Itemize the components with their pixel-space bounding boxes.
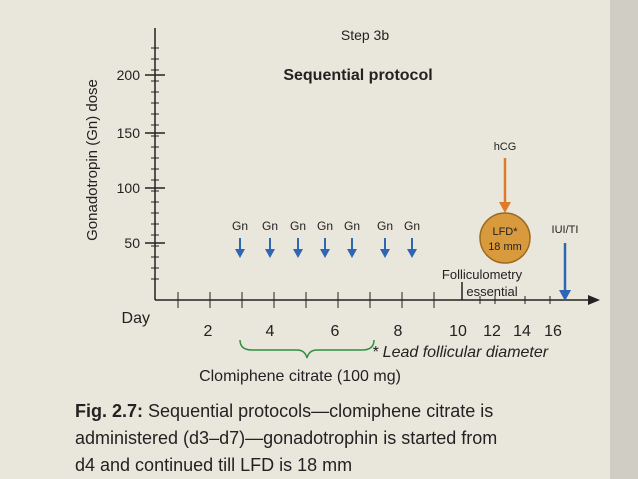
y-tick-label: 100 — [117, 180, 141, 196]
gn-arrowhead — [320, 249, 330, 258]
footnote: * Lead follicular diameter — [372, 344, 549, 361]
gn-arrowhead — [293, 249, 303, 258]
gn-label: Gn — [404, 219, 420, 233]
y-tick-label: 200 — [117, 67, 141, 83]
gn-arrowhead — [407, 249, 417, 258]
caption-line: Fig. 2.7: Sequential protocols—clomiphen… — [75, 401, 493, 421]
caption-label: Fig. 2.7: — [75, 401, 143, 421]
page-edge — [610, 0, 638, 479]
caption-line: administered (d3–d7)—gonadotrophin is st… — [75, 428, 497, 448]
gn-label: Gn — [317, 219, 333, 233]
x-tick-label: 16 — [544, 323, 562, 340]
folliculometry-label: essential — [466, 284, 517, 299]
figure — [154, 28, 600, 359]
x-axis-label: Day — [122, 310, 150, 327]
gn-arrowhead — [265, 249, 275, 258]
hcg-arrowhead — [499, 202, 511, 213]
gn-label: Gn — [377, 219, 393, 233]
x-tick-label: 8 — [394, 323, 403, 340]
gn-label: Gn — [232, 219, 248, 233]
x-arrow — [588, 295, 600, 305]
x-tick-label: 10 — [449, 323, 467, 340]
lfd-label: 18 mm — [488, 241, 522, 253]
clomiphene-label: Clomiphene citrate (100 mg) — [199, 368, 401, 385]
subtitle: Sequential protocol — [283, 67, 432, 84]
labels: Step 3b Sequential protocol Gonadotropin… — [75, 27, 578, 475]
x-tick-label: 6 — [331, 323, 340, 340]
y-tick-label: 50 — [124, 235, 140, 251]
gn-arrowhead — [235, 249, 245, 258]
gn-label: Gn — [262, 219, 278, 233]
iui-arrowhead — [559, 290, 571, 301]
gn-label: Gn — [344, 219, 360, 233]
gn-label: Gn — [290, 219, 306, 233]
caption-line: d4 and continued till LFD is 18 mm — [75, 455, 352, 475]
gn-arrowhead — [380, 249, 390, 258]
caption-text: Sequential protocols—clomiphene citrate … — [148, 401, 493, 421]
lfd-circle — [479, 212, 531, 264]
x-tick-label: 14 — [513, 323, 531, 340]
hcg-label: hCG — [494, 141, 517, 153]
folliculometry-label: Folliculometry — [442, 267, 523, 282]
iui-label: IUI/TI — [552, 224, 579, 236]
x-tick-label: 2 — [204, 323, 213, 340]
y-tick-label: 150 — [117, 125, 141, 141]
x-tick-label: 4 — [266, 323, 275, 340]
gn-arrowhead — [347, 249, 357, 258]
x-tick-label: 12 — [483, 323, 501, 340]
y-axis-label: Gonadotropin (Gn) dose — [84, 79, 101, 241]
lfd-label: LFD* — [492, 226, 518, 238]
title: Step 3b — [341, 27, 389, 43]
brace — [239, 339, 375, 359]
